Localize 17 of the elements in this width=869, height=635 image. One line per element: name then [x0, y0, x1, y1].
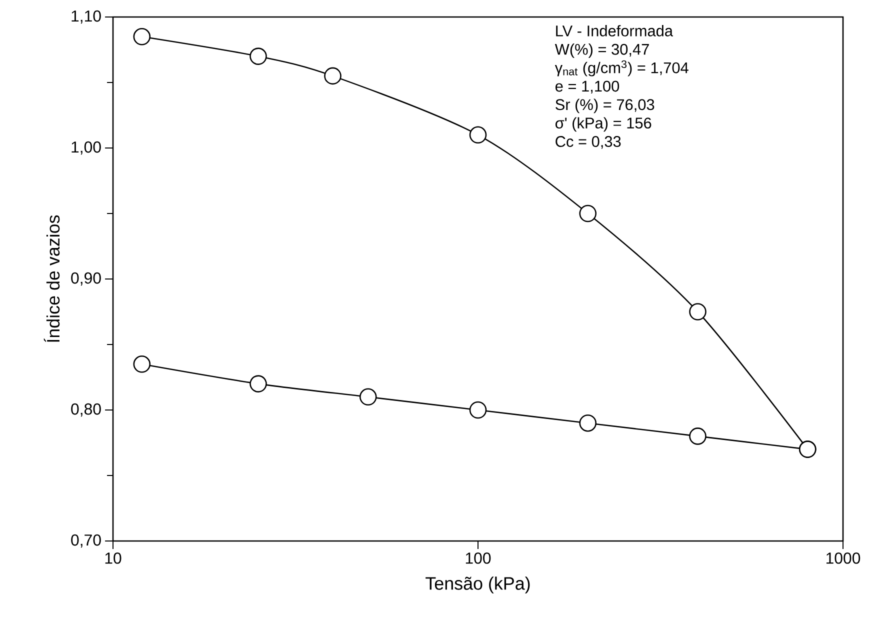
- annotation: Cc = 0,33: [556, 136, 621, 149]
- y-tick-label: 1,10: [72, 10, 101, 24]
- y-axis-title: Índice de vazios: [44, 215, 60, 342]
- annotation: σ' (kPa) = 156: [555, 117, 652, 132]
- x-tick-label: 100: [466, 552, 491, 564]
- annotation: Sr (%) = 76,03: [556, 98, 654, 114]
- y-tick-label: 0,80: [71, 403, 101, 417]
- y-tick-label: 0,70: [71, 534, 101, 548]
- annotation: W(%) = 30,47: [554, 43, 649, 58]
- y-tick-label: 0,90: [71, 272, 101, 286]
- annotation: e = 1,100: [556, 80, 620, 94]
- annotation: LV - Indeformada: [556, 25, 673, 36]
- x-tick-label: 10: [105, 552, 122, 564]
- y-tick-label: 1,00: [72, 141, 101, 155]
- x-tick-label: 1000: [826, 552, 860, 564]
- x-axis-title: Tensão (kPa): [426, 576, 530, 594]
- annotation: γ$_{nat}$ (g/cm$^{3}$) = 1,704: [554, 60, 688, 76]
